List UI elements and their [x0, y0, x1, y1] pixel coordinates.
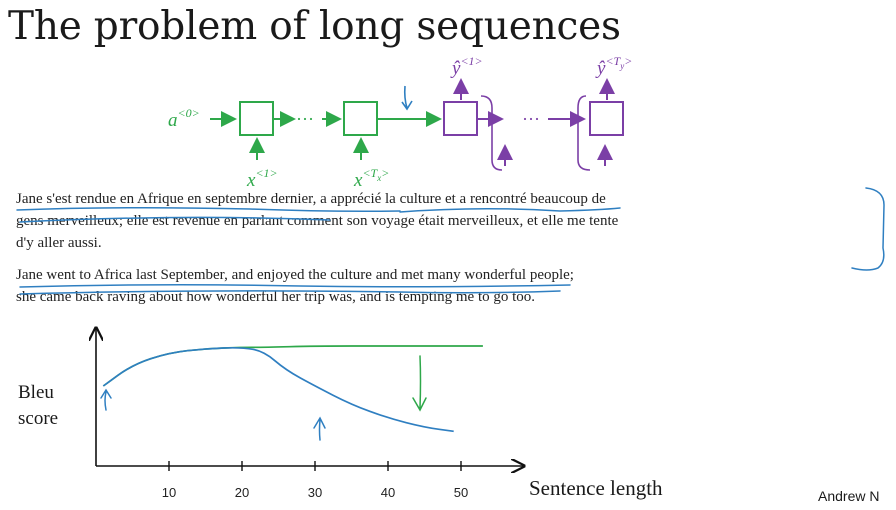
series-line-2 [102, 346, 454, 433]
x-tick-label: 50 [454, 485, 468, 500]
french-underline-1 [16, 206, 401, 212]
decoder-cell-1 [443, 101, 478, 136]
english-line-2: she came back raving about how wonderful… [16, 289, 536, 305]
english-underline-2 [19, 290, 561, 295]
decoder-ellipsis: ··· [522, 109, 540, 129]
series-line-1 [102, 345, 483, 387]
encoder-cell-1 [239, 101, 274, 136]
slide-title: The problem of long sequences [8, 4, 621, 49]
seq2seq-diagram: a<0> ··· x<1> x<Tx> ··· ŷ<1> ŷ<Ty> [168, 54, 632, 191]
brace-icon [851, 187, 885, 271]
down-arrow-green-icon [412, 355, 427, 412]
annotation-arrow-down-icon [401, 85, 413, 111]
french-line-1: Jane s'est rendue en Afrique en septembr… [16, 191, 606, 207]
encoder-ellipsis: ··· [296, 109, 314, 129]
english-underline-1 [19, 283, 571, 288]
x-tick-label: 10 [162, 485, 176, 500]
up-arrow-middle-icon [313, 416, 326, 441]
x-tick-label: 40 [381, 485, 395, 500]
y-axis-label: Bleu score [18, 382, 59, 429]
x-tick-label: 30 [308, 485, 322, 500]
french-line-3: d'y aller aussi. [16, 235, 102, 251]
decoder-cell-ty [589, 101, 624, 136]
english-line-1: Jane went to Africa last September, and … [16, 267, 574, 283]
author-name: Andrew N [818, 488, 880, 504]
x-tick-label: 20 [235, 485, 249, 500]
up-arrow-left-icon [100, 388, 112, 411]
x-axis-label: Sentence length [529, 476, 663, 500]
english-paragraph: Jane went to Africa last September, and … [16, 264, 574, 308]
french-underline-2 [399, 207, 621, 213]
french-underline-3 [19, 216, 331, 223]
encoder-cell-tx [343, 101, 378, 136]
